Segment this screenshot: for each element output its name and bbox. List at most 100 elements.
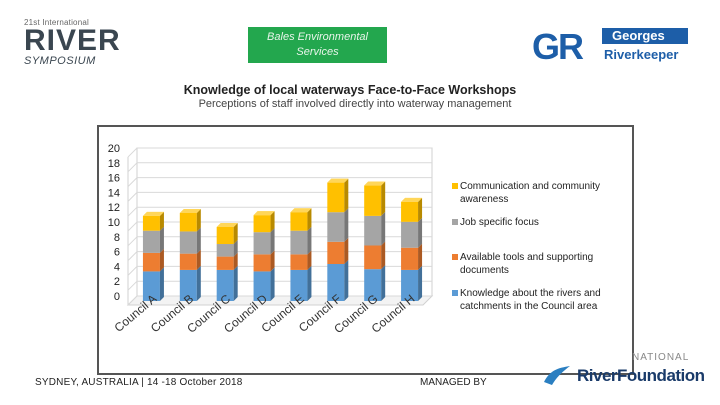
bar-segment-side xyxy=(344,237,349,264)
gridline-side xyxy=(127,236,138,247)
legend-label: Knowledge about the rivers and catchment… xyxy=(460,288,601,312)
bar-segment-side xyxy=(270,267,275,301)
bar-segment-side xyxy=(159,226,164,253)
chart-title: Knowledge of local waterways Face-to-Fac… xyxy=(183,83,517,97)
bar-segment xyxy=(327,241,345,264)
georges-riverkeeper-logo: GR Georges Riverkeeper xyxy=(532,26,692,67)
bar-top-highlight xyxy=(142,211,164,216)
bar-segment-side xyxy=(233,265,238,301)
bales-line1: Bales Environmental xyxy=(267,31,368,43)
bar-segment xyxy=(216,256,234,270)
bar-segment xyxy=(290,212,308,231)
bar-segment xyxy=(364,215,382,246)
bar-segment xyxy=(364,245,382,270)
river-symposium-logo: 21st International RIVER SYMPOSIUM xyxy=(24,18,134,70)
bales-line2: Services xyxy=(296,46,339,58)
y-tick-label: 6 xyxy=(114,247,120,259)
bar-top-highlight xyxy=(290,208,312,213)
bar-segment xyxy=(364,185,382,216)
bar-top xyxy=(179,208,201,213)
bar-top-highlight xyxy=(216,223,238,227)
y-tick-label: 0 xyxy=(114,291,120,303)
bar-segment-side xyxy=(270,211,275,233)
bar-segment xyxy=(401,201,419,222)
legend-label: Communication and community awareness xyxy=(460,181,601,205)
logo-big-text: RIVER xyxy=(24,24,121,57)
gridline-side xyxy=(127,266,138,276)
bar-segment-side xyxy=(270,228,275,255)
bar-segment xyxy=(401,269,419,301)
bar-segment xyxy=(179,253,197,270)
bar-segment xyxy=(253,232,271,255)
bar-segment-side xyxy=(307,265,312,301)
bar-top-highlight xyxy=(179,208,201,213)
y-tick-label: 18 xyxy=(108,158,120,170)
bar-segment xyxy=(364,269,382,301)
bar-segment xyxy=(216,244,234,257)
bar-top xyxy=(401,197,423,202)
logo-small-text: 21st International xyxy=(24,18,89,27)
bar-segment xyxy=(253,254,271,272)
bar-segment-side xyxy=(307,226,312,255)
rf-name-text: RiverFoundation xyxy=(577,366,705,385)
bar-segment xyxy=(290,230,308,255)
bar-segment xyxy=(142,252,160,272)
managed-by-label: MANAGED BY xyxy=(420,377,487,388)
legend-item: Knowledge about the rivers and catchment… xyxy=(452,287,632,313)
bar-segment-side xyxy=(307,208,312,231)
y-tick-label: 4 xyxy=(114,261,120,273)
gridline-side xyxy=(127,221,138,232)
bar-top xyxy=(327,178,349,183)
y-tick-label: 12 xyxy=(108,202,120,214)
gridline-side xyxy=(127,177,138,187)
legend-swatch xyxy=(452,254,458,260)
bar-segment xyxy=(142,215,160,231)
legend-label: Job specific focus xyxy=(460,217,539,228)
logo-sub-text: SYMPOSIUM xyxy=(24,55,96,67)
bar-segment-side xyxy=(196,227,201,254)
bar-segment xyxy=(142,230,160,253)
bar-top xyxy=(216,223,238,227)
bar-segment-side xyxy=(233,240,238,257)
bar-top xyxy=(142,211,164,216)
bar-segment-side xyxy=(196,208,201,232)
event-footer: SYDNEY, AUSTRALIA | 14 -18 October 2018 xyxy=(35,377,243,388)
legend-swatch xyxy=(452,183,458,189)
y-tick-label: 14 xyxy=(108,187,120,199)
bar-top xyxy=(364,181,386,186)
gridline-side xyxy=(127,251,138,261)
y-tick-label: 10 xyxy=(108,217,120,229)
gridline-side xyxy=(127,295,138,306)
bar-segment-side xyxy=(270,250,275,272)
gridline-side xyxy=(127,162,138,173)
bar-segment xyxy=(179,231,197,254)
bar-top-highlight xyxy=(364,181,386,186)
bar-segment-side xyxy=(418,243,423,270)
bar-segment-side xyxy=(307,250,312,270)
bar-segment-side xyxy=(196,265,201,301)
bar-top xyxy=(290,208,312,213)
y-tick-label: 20 xyxy=(108,143,120,155)
gridline-side xyxy=(127,192,138,202)
chart-subtitle: Perceptions of staff involved directly i… xyxy=(198,98,512,110)
bar-segment-side xyxy=(381,211,386,246)
bar-segment-side xyxy=(196,249,201,270)
bar-segment-side xyxy=(159,211,164,231)
bar-segment-side xyxy=(381,181,386,216)
bar-segment-side xyxy=(418,217,423,248)
bar-segment-side xyxy=(381,265,386,301)
legend-item: Communication and community awareness xyxy=(452,180,632,206)
bar-segment-side xyxy=(418,265,423,301)
bar-top xyxy=(253,211,275,216)
y-tick-label: 2 xyxy=(114,276,120,288)
bar-top-highlight xyxy=(327,178,349,183)
bar-segment xyxy=(327,212,345,242)
y-tick-label: 16 xyxy=(108,173,120,185)
gr-line2: Riverkeeper xyxy=(602,47,688,63)
gridline-side xyxy=(127,147,138,158)
bales-logo: Bales Environmental Services xyxy=(248,27,387,63)
legend-item: Available tools and supporting documents xyxy=(452,251,632,277)
bar-segment xyxy=(179,212,197,232)
bar-segment-side xyxy=(418,197,423,222)
